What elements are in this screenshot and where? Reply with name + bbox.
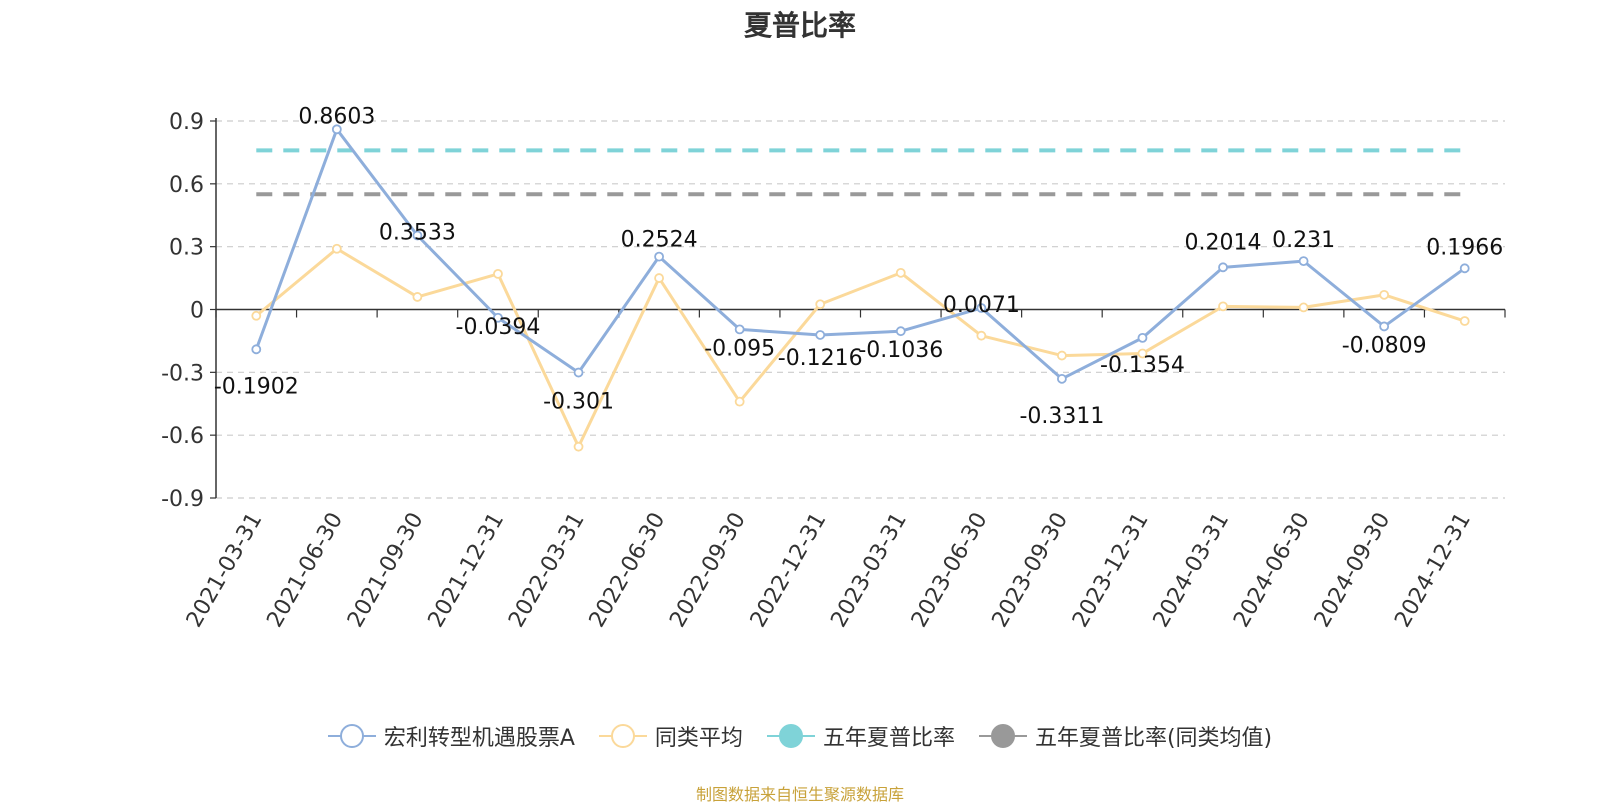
- data-point: [815, 330, 826, 340]
- data-point: [654, 251, 664, 262]
- y-tick-label: 0.6: [169, 173, 204, 198]
- x-tick-label: 2024-09-30: [1310, 509, 1396, 632]
- x-tick-label: 2023-12-31: [1068, 509, 1154, 632]
- series-line: [255, 247, 1466, 449]
- sharpe-ratio-chart: 0.9 0.6 0.3 0 -0.3 -0.6 -0.92021-03-312021-06-…: [161, 104, 1506, 632]
- x-tick-label: 2022-12-31: [746, 509, 832, 632]
- y-tick-label: -0.6: [161, 424, 204, 449]
- data-point: [895, 326, 906, 337]
- data-point: [976, 303, 987, 313]
- data-label: -0.301: [543, 390, 614, 415]
- data-point: [1379, 321, 1390, 332]
- x-tick-label: 2023-09-30: [988, 509, 1074, 632]
- series-line: [254, 127, 1466, 381]
- data-label: -0.1216: [778, 346, 863, 371]
- data-point: [976, 330, 987, 341]
- data-point: [251, 310, 262, 321]
- x-tick-label: 2022-06-30: [585, 509, 671, 632]
- reference-lines: [256, 148, 1465, 197]
- x-tick-label: 2024-12-31: [1390, 509, 1476, 632]
- legend-marker-icon: [327, 724, 376, 748]
- data-point: [734, 396, 745, 407]
- x-tick-label: 2022-09-30: [665, 509, 751, 632]
- data-point: [1379, 289, 1390, 300]
- data-point: [251, 344, 262, 355]
- y-tick-label: 0.9: [169, 110, 204, 135]
- data-point: [895, 267, 906, 278]
- data-label: -0.3311: [1019, 404, 1104, 429]
- legend-marker-icon: [766, 724, 815, 748]
- y-tick-label: 0: [190, 299, 204, 324]
- legend-item[interactable]: 五年夏普比率(同类均值): [978, 720, 1273, 752]
- data-label: 0.2014: [1185, 230, 1262, 255]
- data-point: [654, 273, 664, 283]
- x-tick-label: 2023-06-30: [907, 509, 993, 632]
- y-tick-label: 0.3: [169, 236, 204, 261]
- y-tick-label: -0.9: [161, 487, 204, 512]
- data-label: 0.8603: [298, 104, 375, 129]
- source-note: 制图数据来自恒生聚源数据库: [695, 785, 904, 804]
- data-point: [1137, 348, 1148, 359]
- y-tick-label: -0.3: [161, 361, 204, 386]
- legend-label: 五年夏普比率(同类均值): [1034, 726, 1273, 751]
- x-tick-label: 2021-06-30: [262, 509, 348, 632]
- data-point: [1057, 350, 1067, 361]
- data-point: [493, 312, 503, 323]
- data-point: [1137, 332, 1148, 343]
- data-point: [1459, 263, 1470, 274]
- data-label: 0.231: [1272, 228, 1335, 253]
- legend-label: 宏利转型机遇股票A: [383, 726, 575, 751]
- data-point: [1057, 373, 1067, 384]
- data-label: -0.1036: [858, 338, 943, 363]
- legend-label: 同类平均: [654, 726, 743, 751]
- data-point: [815, 299, 826, 310]
- data-point: [412, 230, 423, 241]
- legend-item[interactable]: 宏利转型机遇股票A: [327, 720, 575, 752]
- legend-marker-icon: [978, 724, 1027, 748]
- data-label: -0.0809: [1342, 333, 1427, 358]
- data-point: [573, 441, 584, 452]
- x-tick-label: 2021-09-30: [343, 509, 429, 632]
- data-point: [493, 268, 503, 279]
- legend-marker-icon: [598, 724, 647, 748]
- data-label: -0.0394: [456, 315, 541, 340]
- data-label: -0.1902: [214, 374, 299, 399]
- data-point: [331, 243, 342, 254]
- data-point: [573, 367, 584, 378]
- data-point: [1298, 256, 1309, 267]
- x-tick-label: 2021-12-31: [424, 509, 510, 632]
- data-label: 0.0071: [943, 293, 1020, 318]
- data-label: 0.2524: [621, 228, 698, 253]
- data-point: [331, 124, 342, 135]
- series-layer: [251, 124, 1470, 452]
- data-point: [1218, 262, 1228, 273]
- legend-item[interactable]: 五年夏普比率: [766, 720, 955, 752]
- data-point: [1218, 301, 1228, 312]
- legend: 宏利转型机遇股票A 同类平均 五年夏普比率 五年夏普比率(同类均值): [0, 720, 1600, 756]
- data-labels: -0.1902 0.8603 0.3533 -0.0394 -0.301 0.2524 -0…: [214, 104, 1503, 429]
- data-point: [734, 324, 745, 335]
- chart-title: 夏普比率: [743, 9, 856, 42]
- x-tick-label: 2024-03-31: [1149, 509, 1235, 632]
- x-tick-label: 2024-06-30: [1229, 509, 1315, 632]
- data-point: [412, 292, 423, 302]
- grid-layer: [216, 120, 1505, 499]
- data-label: 0.1966: [1426, 235, 1503, 260]
- data-point: [1459, 316, 1470, 326]
- data-label: 0.3533: [379, 221, 456, 246]
- x-tick-label: 2023-03-31: [826, 509, 912, 632]
- data-label: -0.095: [704, 336, 775, 361]
- x-tick-label: 2022-03-31: [504, 509, 590, 632]
- legend-item[interactable]: 同类平均: [598, 720, 743, 752]
- legend-label: 五年夏普比率: [822, 726, 955, 751]
- data-point: [1298, 302, 1309, 313]
- data-label: -0.1354: [1100, 353, 1185, 378]
- x-tick-label: 2021-03-31: [182, 509, 268, 632]
